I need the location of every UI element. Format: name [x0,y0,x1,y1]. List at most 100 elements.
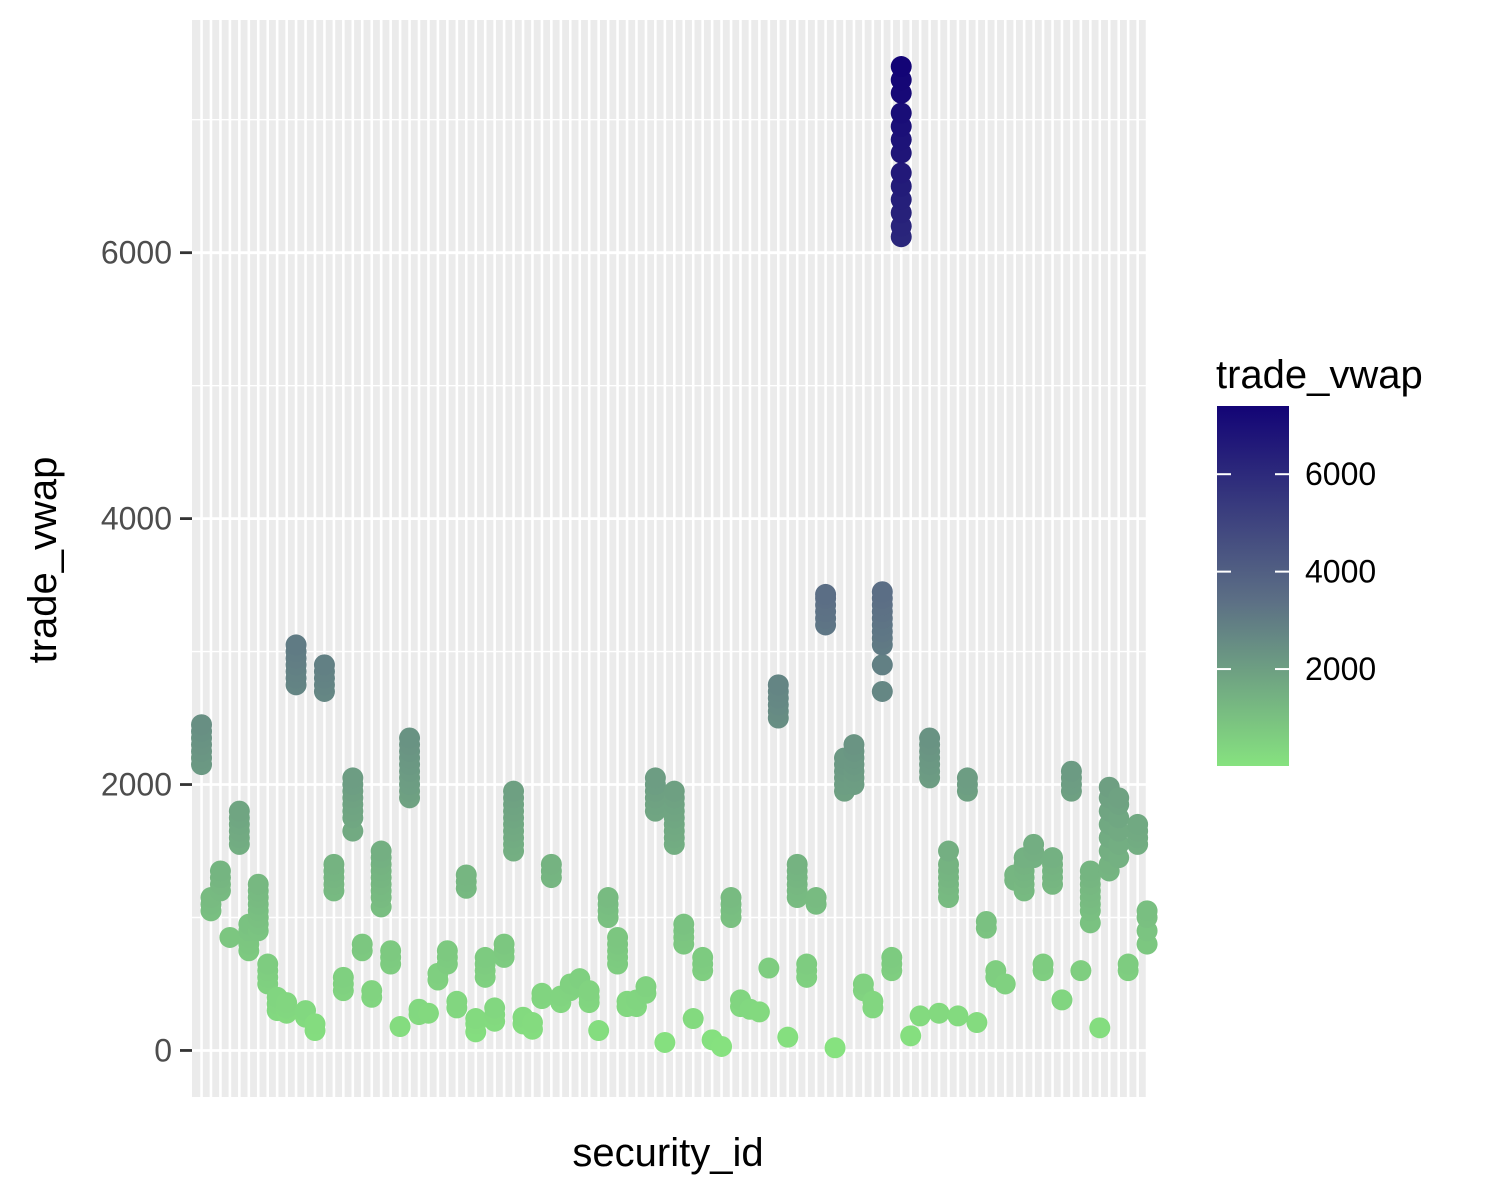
data-point [370,840,392,862]
data-point [247,873,269,895]
data-point [871,581,893,603]
data-point [257,953,279,975]
data-point [399,727,421,749]
data-point [389,1016,411,1038]
legend-tick-label: 6000 [1305,456,1376,492]
data-point [824,1037,846,1059]
legend-tick-label: 2000 [1305,651,1376,687]
y-axis-title: trade_vwap [21,457,65,664]
major-gridlines [192,20,1149,1097]
legend-tick-label: 4000 [1305,554,1376,590]
data-point [351,933,373,955]
data-point [909,1005,931,1027]
data-point [1051,989,1073,1011]
x-axis-title: security_id [572,1131,763,1175]
data-point [209,860,231,882]
data-point [607,926,629,948]
data-point [484,997,506,1019]
data-point [682,1008,704,1030]
legend-title: trade_vwap [1216,353,1423,397]
data-point [673,913,695,935]
data-point [805,887,827,909]
data-point [966,1012,988,1034]
data-point [304,1013,326,1035]
data-point [956,767,978,789]
data-point [332,966,354,988]
y-tick-label: 2000 [101,767,172,803]
data-point [890,162,912,184]
data-point [1136,900,1158,922]
data-point [862,990,884,1012]
data-point [635,976,657,998]
data-point [711,1035,733,1057]
data-point [465,1008,487,1030]
data-point [361,980,383,1002]
data-point [1032,953,1054,975]
data-point [843,734,865,756]
data-point [1070,960,1092,982]
legend-colorbar [1217,406,1289,766]
data-point [1117,953,1139,975]
data-point [796,953,818,975]
data-point [540,853,562,875]
data-point [380,940,402,962]
data-point [1060,760,1082,782]
data-point [890,56,912,78]
data-point [994,973,1016,995]
data-point [1023,833,1045,855]
data-point [720,887,742,909]
data-point [758,957,780,979]
data-point [928,1002,950,1024]
data-point [417,1002,439,1024]
y-tick-label: 0 [154,1032,172,1068]
data-point [852,973,874,995]
data-point [767,674,789,696]
data-point [493,933,515,955]
data-point [1108,787,1130,809]
data-points [191,56,1158,1059]
data-point [313,654,335,676]
data-point [881,946,903,968]
data-point [276,992,298,1014]
data-point [786,853,808,875]
data-point [597,887,619,909]
data-point [285,634,307,656]
data-point [436,940,458,962]
data-point [777,1026,799,1048]
data-point [871,680,893,702]
data-point [947,1005,969,1027]
data-point [900,1025,922,1047]
y-tick-label: 6000 [101,235,172,271]
plot-panel [192,20,1147,1097]
legend-ticks: 2000 4000 6000 [1217,456,1376,687]
data-point [588,1020,610,1042]
data-point [191,714,213,736]
data-point [228,800,250,822]
data-point [815,583,837,605]
data-point [503,780,525,802]
data-point [455,864,477,886]
data-point [446,990,468,1012]
data-point [1079,860,1101,882]
data-point [1042,847,1064,869]
data-point [521,1012,543,1034]
data-point [938,840,960,862]
data-point [474,946,496,968]
y-axis: 0 2000 4000 6000 [101,235,192,1068]
data-point [342,767,364,789]
data-point [919,727,941,749]
data-point [644,767,666,789]
data-point [692,946,714,968]
data-point [578,980,600,1002]
data-point [975,910,997,932]
data-point [663,780,685,802]
color-legend: trade_vwap 2000 4000 6000 [1216,353,1423,766]
data-point [219,926,241,948]
y-tick-label: 4000 [101,501,172,537]
data-point [323,853,345,875]
data-point [1089,1017,1111,1039]
data-point [871,654,893,676]
data-point [748,1001,770,1023]
data-point [654,1031,676,1053]
